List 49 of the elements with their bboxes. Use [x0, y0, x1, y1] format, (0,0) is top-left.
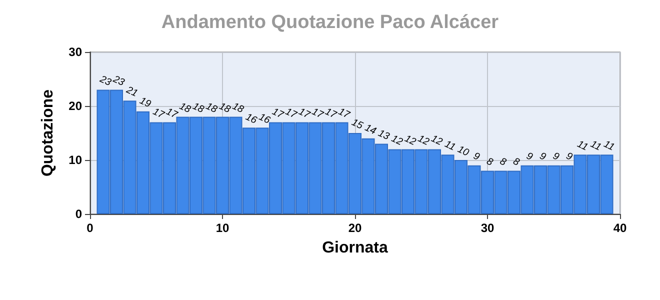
data-label: 18	[217, 100, 232, 116]
data-label: 12	[416, 133, 432, 148]
data-label: 8	[511, 156, 522, 169]
x-tick-label: 10	[216, 221, 230, 235]
data-label: 9	[551, 150, 562, 164]
data-label: 8	[498, 156, 508, 169]
y-tick-label: 0	[75, 207, 82, 221]
x-axis-title: Giornata	[322, 240, 388, 256]
data-label: 12	[429, 133, 444, 148]
data-label: 17	[323, 106, 338, 122]
data-label: 9	[564, 150, 574, 164]
data-label: 18	[190, 100, 206, 116]
data-label: 9	[524, 150, 535, 164]
chart-title: Andamento Quotazione Paco Alcácer	[161, 12, 500, 33]
data-label: 12	[390, 133, 405, 148]
y-tick-label: 20	[68, 99, 82, 113]
x-tick-label: 0	[86, 221, 94, 235]
data-label: 15	[350, 117, 365, 132]
y-tick-label: 10	[68, 153, 82, 167]
data-label: 17	[151, 106, 166, 122]
data-label: 13	[376, 128, 392, 143]
data-label: 16	[244, 112, 259, 127]
data-label: 10	[456, 144, 471, 159]
data-label: 11	[442, 138, 457, 154]
data-label: 9	[538, 150, 548, 164]
data-label: 12	[402, 133, 418, 148]
data-label: 19	[138, 96, 153, 110]
data-label: 17	[310, 106, 326, 122]
data-label: 11	[602, 138, 616, 154]
data-label: 18	[178, 100, 193, 116]
data-label: 11	[575, 138, 590, 154]
data-label: 18	[204, 100, 220, 116]
data-label: 17	[164, 106, 180, 122]
data-label: 17	[296, 106, 312, 122]
data-label: 17	[336, 106, 352, 122]
x-tick-label: 40	[613, 221, 627, 235]
data-label: 18	[230, 100, 246, 116]
y-tick-label: 30	[68, 45, 82, 59]
data-label: 9	[472, 150, 482, 164]
data-label: 17	[284, 106, 299, 122]
x-tick-label: 30	[480, 221, 494, 235]
x-tick-label: 20	[348, 221, 362, 235]
data-label: 16	[257, 112, 272, 127]
y-axis-title: Quotazione	[40, 89, 56, 177]
data-label: 21	[124, 84, 140, 100]
data-label: 11	[588, 138, 603, 154]
data-label: 8	[484, 156, 495, 169]
data-label: 14	[363, 122, 378, 138]
data-label: 17	[270, 106, 286, 122]
